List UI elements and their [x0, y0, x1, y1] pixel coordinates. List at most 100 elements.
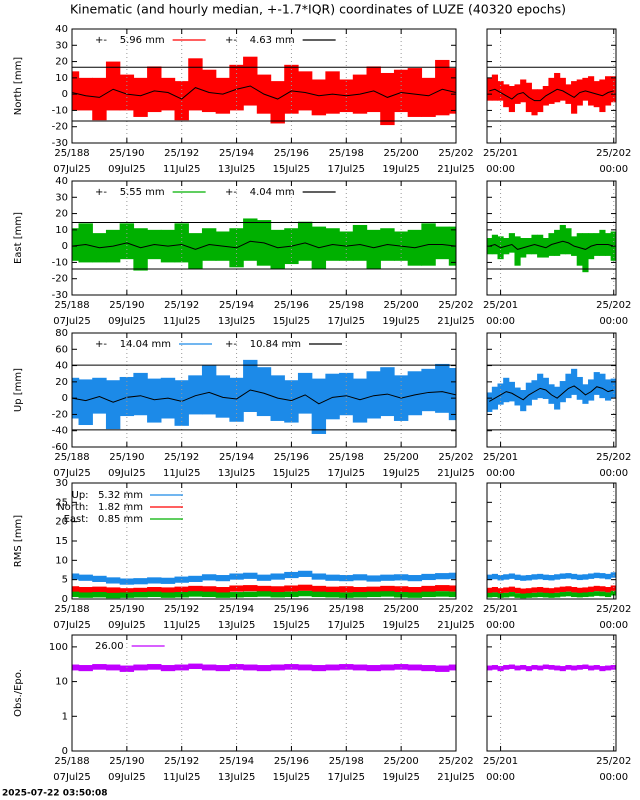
- error-band: [448, 664, 456, 671]
- error-band: [576, 376, 583, 400]
- plot-area: [487, 664, 616, 672]
- error-band: [380, 591, 395, 597]
- error-band: [188, 575, 203, 582]
- y-tick-label: 10: [55, 677, 68, 688]
- error-band: [491, 573, 498, 580]
- error-band: [542, 664, 549, 670]
- x-tick-label: 25/190: [109, 452, 144, 463]
- error-band: [582, 233, 589, 273]
- error-band: [133, 592, 148, 598]
- error-band: [325, 592, 340, 598]
- error-band: [270, 586, 285, 593]
- error-band: [188, 591, 203, 597]
- error-band: [174, 223, 189, 263]
- y-tick-label: 30: [55, 478, 68, 489]
- error-band: [270, 664, 285, 671]
- error-band: [542, 592, 549, 598]
- error-band: [520, 79, 527, 103]
- x-tick-label: 25/196: [274, 604, 309, 615]
- error-band: [588, 592, 595, 597]
- x-tick-sublabel: 21Jul25: [437, 772, 475, 783]
- x-tick-label: 25/196: [274, 148, 309, 159]
- x-tick-sublabel: 11Jul25: [163, 620, 201, 631]
- error-band: [571, 592, 578, 598]
- x-tick-label: 25/194: [219, 300, 254, 311]
- error-band: [435, 665, 450, 672]
- error-band: [421, 368, 436, 412]
- x-tick-label: 25/192: [164, 452, 199, 463]
- error-band: [497, 81, 504, 101]
- error-band: [576, 574, 583, 581]
- y-tick-label: 10: [55, 225, 68, 236]
- error-band: [548, 77, 555, 104]
- x-tick-sublabel: 07Jul25: [53, 620, 91, 631]
- error-band: [297, 664, 313, 671]
- error-band: [588, 379, 595, 401]
- plot-area: [487, 224, 616, 273]
- error-band: [421, 573, 436, 581]
- error-band: [593, 665, 600, 670]
- error-band: [559, 586, 566, 593]
- error-band: [366, 665, 381, 672]
- plot-frame: [71, 634, 457, 752]
- error-band: [201, 365, 217, 415]
- y-tick-label: 60: [55, 344, 68, 355]
- x-tick-label: 25/188: [54, 300, 89, 311]
- error-band: [525, 593, 532, 598]
- error-band: [554, 592, 561, 598]
- error-band: [256, 665, 272, 672]
- error-band: [215, 592, 231, 598]
- plot-frame: [71, 482, 457, 600]
- error-band: [503, 377, 510, 403]
- error-band: [520, 588, 527, 594]
- plot-frame: [486, 28, 617, 144]
- error-band: [119, 74, 135, 111]
- plot-frame: [71, 28, 457, 144]
- error-band: [311, 79, 327, 116]
- error-band: [565, 228, 572, 255]
- timestamp: 2025-07-22 03:50:08: [2, 789, 107, 799]
- x-tick-sublabel: 15Jul25: [273, 772, 311, 783]
- x-tick-label: 25/202: [596, 756, 631, 767]
- error-band: [571, 368, 578, 395]
- x-tick-sublabel: 11Jul25: [163, 316, 201, 327]
- error-band: [133, 77, 148, 117]
- x-tick-sublabel: 17Jul25: [328, 468, 366, 479]
- x-tick-label: 25/201: [483, 148, 518, 159]
- error-band: [297, 221, 313, 261]
- y-tick-label: 100: [49, 642, 68, 653]
- y-tick-label: 40: [55, 361, 68, 372]
- error-band: [147, 664, 162, 670]
- x-tick-sublabel: 00:00: [599, 316, 628, 327]
- error-band: [571, 665, 578, 671]
- median-line: [489, 385, 614, 402]
- x-tick-label: 25/198: [329, 452, 364, 463]
- error-band: [366, 575, 381, 582]
- error-band: [92, 586, 107, 593]
- error-band: [610, 378, 616, 399]
- error-band: [188, 663, 203, 670]
- y-tick-label: -30: [52, 290, 68, 301]
- y-tick-label: 0: [62, 241, 68, 252]
- x-tick-label: 25/198: [329, 148, 364, 159]
- legend-label: +- 5.96 mm: [95, 35, 165, 46]
- error-band: [133, 372, 148, 416]
- error-band: [605, 592, 612, 598]
- error-band: [520, 593, 527, 599]
- error-band: [147, 587, 162, 594]
- x-tick-label: 25/194: [219, 756, 254, 767]
- x-tick-sublabel: 11Jul25: [163, 164, 201, 175]
- error-band: [435, 591, 450, 597]
- x-tick-label: 25/188: [54, 452, 89, 463]
- error-band: [525, 666, 532, 672]
- x-tick-sublabel: 11Jul25: [163, 468, 201, 479]
- y-tick-label: 0: [62, 594, 68, 605]
- y-tick-label: 20: [55, 517, 68, 528]
- error-band: [508, 592, 515, 597]
- plot-frame: [486, 634, 617, 752]
- x-tick-label: 25/198: [329, 300, 364, 311]
- error-band: [559, 224, 566, 255]
- legend-label: +- 5.55 mm: [95, 187, 165, 198]
- error-band: [588, 586, 595, 593]
